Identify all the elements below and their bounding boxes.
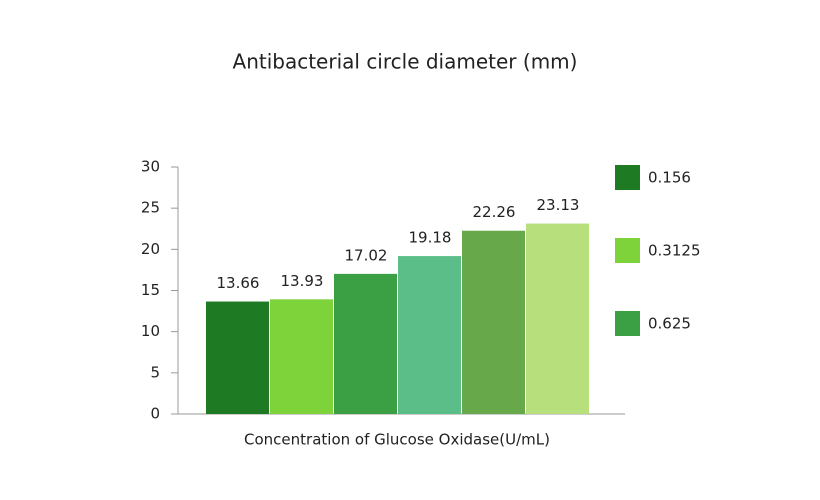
chart-title: Antibacterial circle diameter (mm) bbox=[233, 50, 578, 74]
y-tick-label: 15 bbox=[141, 281, 160, 299]
bar bbox=[462, 230, 525, 414]
data-label: 22.26 bbox=[473, 203, 516, 221]
bar bbox=[526, 223, 589, 414]
legend-swatch bbox=[615, 165, 640, 190]
legend-swatch bbox=[615, 238, 640, 263]
y-tick-label: 5 bbox=[150, 363, 160, 381]
data-label: 23.13 bbox=[537, 196, 580, 214]
y-tick-label: 10 bbox=[141, 322, 160, 340]
y-tick-label: 20 bbox=[141, 240, 160, 258]
legend-swatch bbox=[615, 311, 640, 336]
legend-label: 0.625 bbox=[648, 315, 691, 333]
data-label: 17.02 bbox=[345, 246, 388, 264]
bar bbox=[270, 299, 333, 414]
legend-label: 0.156 bbox=[648, 169, 691, 187]
data-label: 13.66 bbox=[217, 274, 260, 292]
bar bbox=[398, 256, 461, 414]
legend-label: 0.3125 bbox=[648, 242, 701, 260]
bar bbox=[334, 273, 397, 414]
x-axis-label: Concentration of Glucose Oxidase(U/mL) bbox=[244, 431, 550, 449]
y-tick-label: 0 bbox=[150, 405, 160, 423]
bar bbox=[206, 301, 269, 414]
data-label: 13.93 bbox=[281, 272, 324, 290]
y-tick-label: 30 bbox=[141, 158, 160, 176]
y-tick-label: 25 bbox=[141, 199, 160, 217]
data-label: 19.18 bbox=[409, 229, 452, 247]
